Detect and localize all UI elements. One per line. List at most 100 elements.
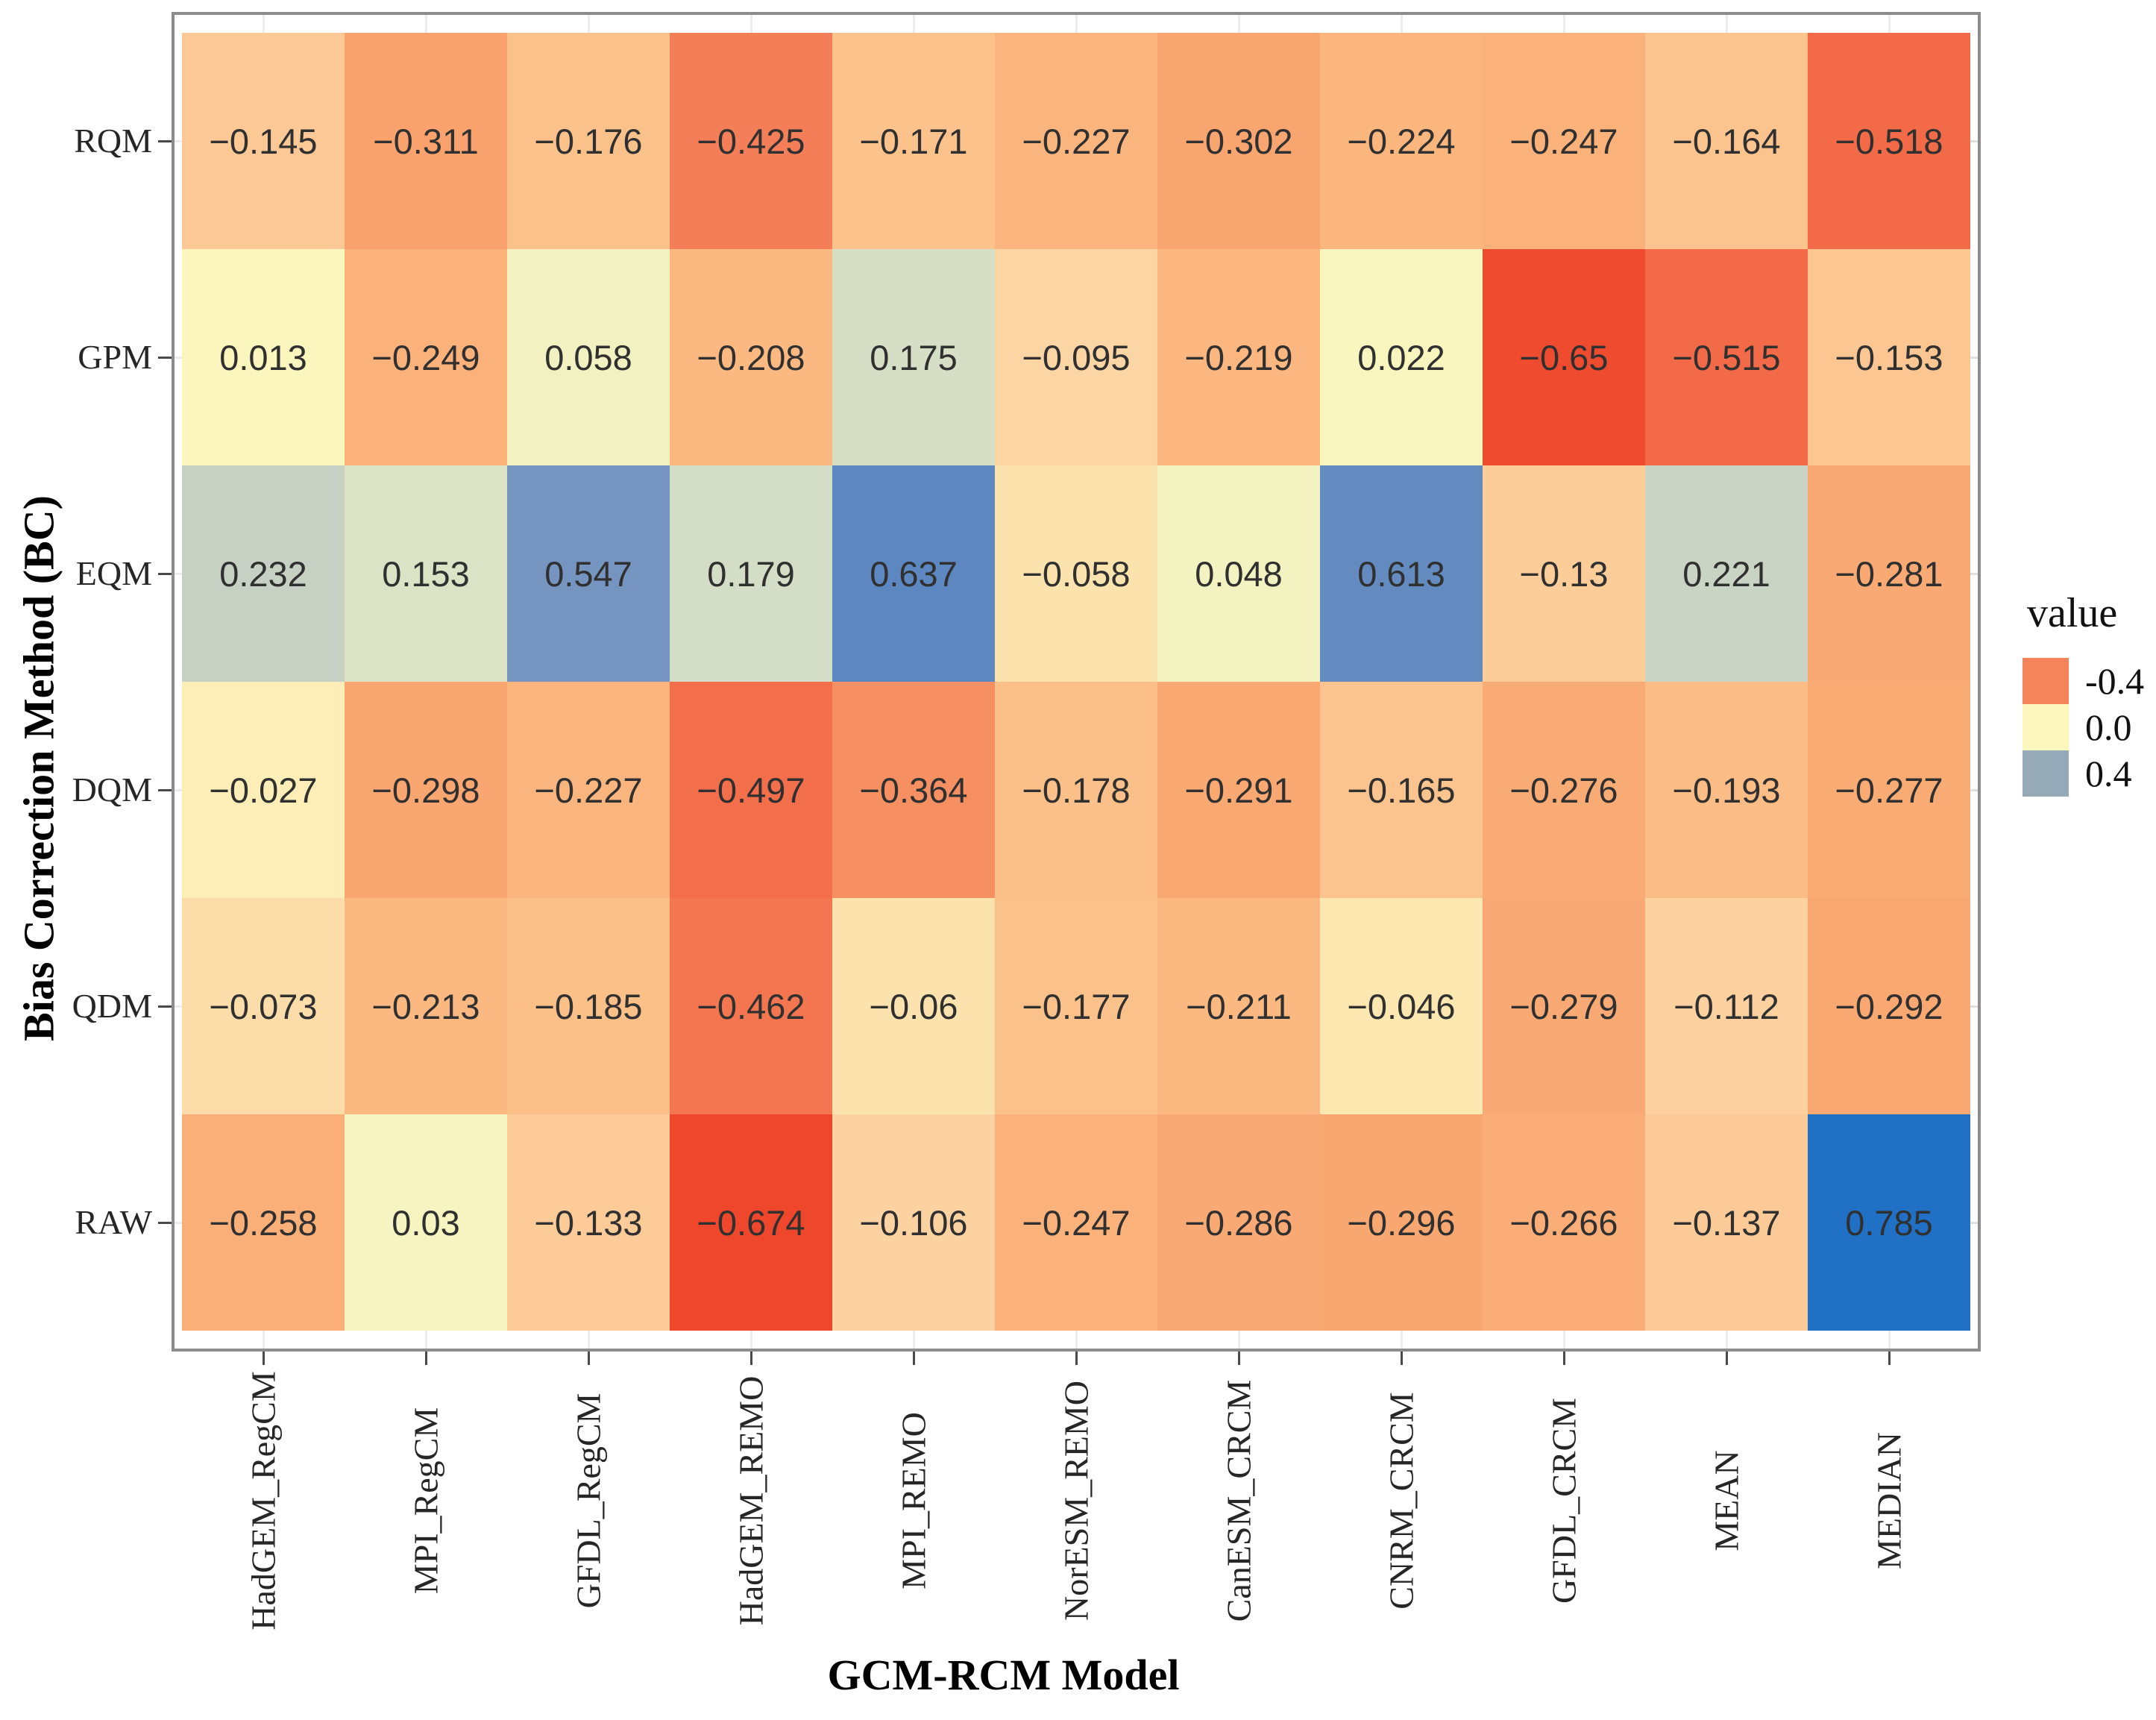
x-axis-tick — [424, 1352, 427, 1365]
cell-value: −0.291 — [1184, 770, 1293, 810]
cell-value: 0.221 — [1682, 553, 1770, 594]
heatmap-cell: −0.302 — [1157, 33, 1320, 249]
gridline-stub-top — [1888, 15, 1891, 33]
heatmap-cell: 0.048 — [1157, 465, 1320, 682]
y-axis-tick — [158, 572, 172, 575]
heatmap-cell: −0.364 — [832, 682, 995, 898]
gridline-stub-top — [1237, 15, 1240, 33]
cell-value: 0.175 — [870, 337, 958, 377]
cell-value: 0.048 — [1195, 553, 1283, 594]
cell-value: −0.137 — [1672, 1202, 1781, 1243]
y-axis-tick — [158, 1005, 172, 1008]
cell-value: −0.276 — [1509, 770, 1618, 810]
cell-value: −0.219 — [1184, 337, 1293, 377]
gridline-stub-top — [587, 15, 590, 33]
x-axis-title: GCM-RCM Model — [827, 1651, 1180, 1699]
cell-value: −0.515 — [1672, 337, 1781, 377]
heatmap-cell: −0.165 — [1320, 682, 1483, 898]
cell-value: −0.178 — [1022, 770, 1131, 810]
heatmap-cell: −0.227 — [995, 33, 1157, 249]
heatmap-cell: −0.518 — [1808, 33, 1970, 249]
gridline-stub-top — [262, 15, 265, 33]
cell-value: 0.153 — [382, 553, 470, 594]
cell-value: −0.279 — [1509, 986, 1618, 1026]
cell-value: −0.518 — [1835, 121, 1943, 161]
gridline-stub-top — [1400, 15, 1403, 33]
heatmap-cell: −0.249 — [345, 249, 507, 465]
y-axis-tick — [158, 788, 172, 791]
heatmap-cell: −0.497 — [670, 682, 832, 898]
gridline-stub-top — [1562, 15, 1565, 33]
x-tick-label: MPI_RegCM — [406, 1407, 445, 1595]
cell-value: −0.164 — [1672, 121, 1781, 161]
x-axis-tick — [1562, 1352, 1565, 1365]
heatmap-cell: −0.65 — [1483, 249, 1645, 465]
heatmap-cell: −0.224 — [1320, 33, 1483, 249]
legend-swatch — [2023, 658, 2069, 704]
x-axis-tick — [587, 1352, 590, 1365]
heatmap-cell: 0.03 — [345, 1114, 507, 1331]
cell-value: 0.613 — [1357, 553, 1445, 594]
gridline-stub-bottom — [1725, 1331, 1728, 1349]
gridline-stub-top — [1725, 15, 1728, 33]
gridline-stub-right — [1970, 1221, 1978, 1224]
y-tick-label: EQM — [75, 554, 152, 592]
heatmap-cell: −0.258 — [182, 1114, 345, 1331]
gridline-stub-right — [1970, 788, 1978, 791]
y-axis-tick — [158, 1221, 172, 1224]
legend-swatch — [2023, 704, 2069, 750]
heatmap-cell: 0.785 — [1808, 1114, 1970, 1331]
heatmap-cell: 0.058 — [507, 249, 670, 465]
cell-value: −0.171 — [859, 121, 968, 161]
heatmap-cell: −0.247 — [1483, 33, 1645, 249]
heatmap-cell: 0.637 — [832, 465, 995, 682]
cell-value: −0.208 — [697, 337, 805, 377]
heatmap-cell: −0.095 — [995, 249, 1157, 465]
cell-value: 0.058 — [544, 337, 632, 377]
cell-value: −0.286 — [1184, 1202, 1293, 1243]
cell-value: −0.176 — [534, 121, 643, 161]
x-axis-tick — [1725, 1352, 1728, 1365]
cell-value: −0.292 — [1835, 986, 1943, 1026]
cell-value: −0.046 — [1347, 986, 1456, 1026]
heatmap-cell: 0.179 — [670, 465, 832, 682]
cell-value: −0.165 — [1347, 770, 1456, 810]
x-tick-label: GFDL_CRCM — [1544, 1397, 1583, 1604]
cell-value: −0.266 — [1509, 1202, 1618, 1243]
heatmap-cell: −0.176 — [507, 33, 670, 249]
gridline-stub-bottom — [912, 1331, 915, 1349]
heatmap-cell: −0.227 — [507, 682, 670, 898]
legend-entry: 0.0 — [2023, 704, 2155, 750]
gridline-stub-bottom — [749, 1331, 752, 1349]
heatmap-cell: −0.133 — [507, 1114, 670, 1331]
legend-title: value — [2027, 590, 2118, 636]
heatmap-cell: −0.213 — [345, 898, 507, 1114]
gridline-stub-bottom — [1888, 1331, 1891, 1349]
heatmap-cell: 0.175 — [832, 249, 995, 465]
cell-value: −0.073 — [209, 986, 318, 1026]
heatmap-cell: −0.106 — [832, 1114, 995, 1331]
cell-value: −0.106 — [859, 1202, 968, 1243]
cell-value: −0.185 — [534, 986, 643, 1026]
x-tick-label: MEDIAN — [1870, 1432, 1908, 1569]
gridline-stub-right — [1970, 572, 1978, 575]
cell-value: −0.193 — [1672, 770, 1781, 810]
x-tick-label: GFDL_RegCM — [569, 1393, 608, 1609]
gridline-stub-right — [1970, 1005, 1978, 1008]
cell-value: −0.027 — [209, 770, 318, 810]
heatmap-cell: −0.311 — [345, 33, 507, 249]
y-tick-label: DQM — [72, 770, 152, 809]
heatmap-cell: −0.279 — [1483, 898, 1645, 1114]
heatmap-cell: −0.058 — [995, 465, 1157, 682]
y-tick-label: QDM — [72, 987, 152, 1025]
x-tick-label: MEAN — [1707, 1450, 1746, 1551]
gridline-stub-bottom — [1562, 1331, 1565, 1349]
x-tick-label: CNRM_CRCM — [1382, 1392, 1421, 1610]
gridline-stub-right — [1970, 139, 1978, 142]
gridline-stub-top — [1075, 15, 1078, 33]
heatmap-panel: −0.145 −0.311 −0.176 −0.425 −0.171 −0.227 −0.3… — [172, 12, 1981, 1352]
x-axis-tick — [262, 1352, 265, 1365]
y-tick-label: RQM — [74, 122, 152, 160]
heatmap-cell: −0.137 — [1645, 1114, 1808, 1331]
